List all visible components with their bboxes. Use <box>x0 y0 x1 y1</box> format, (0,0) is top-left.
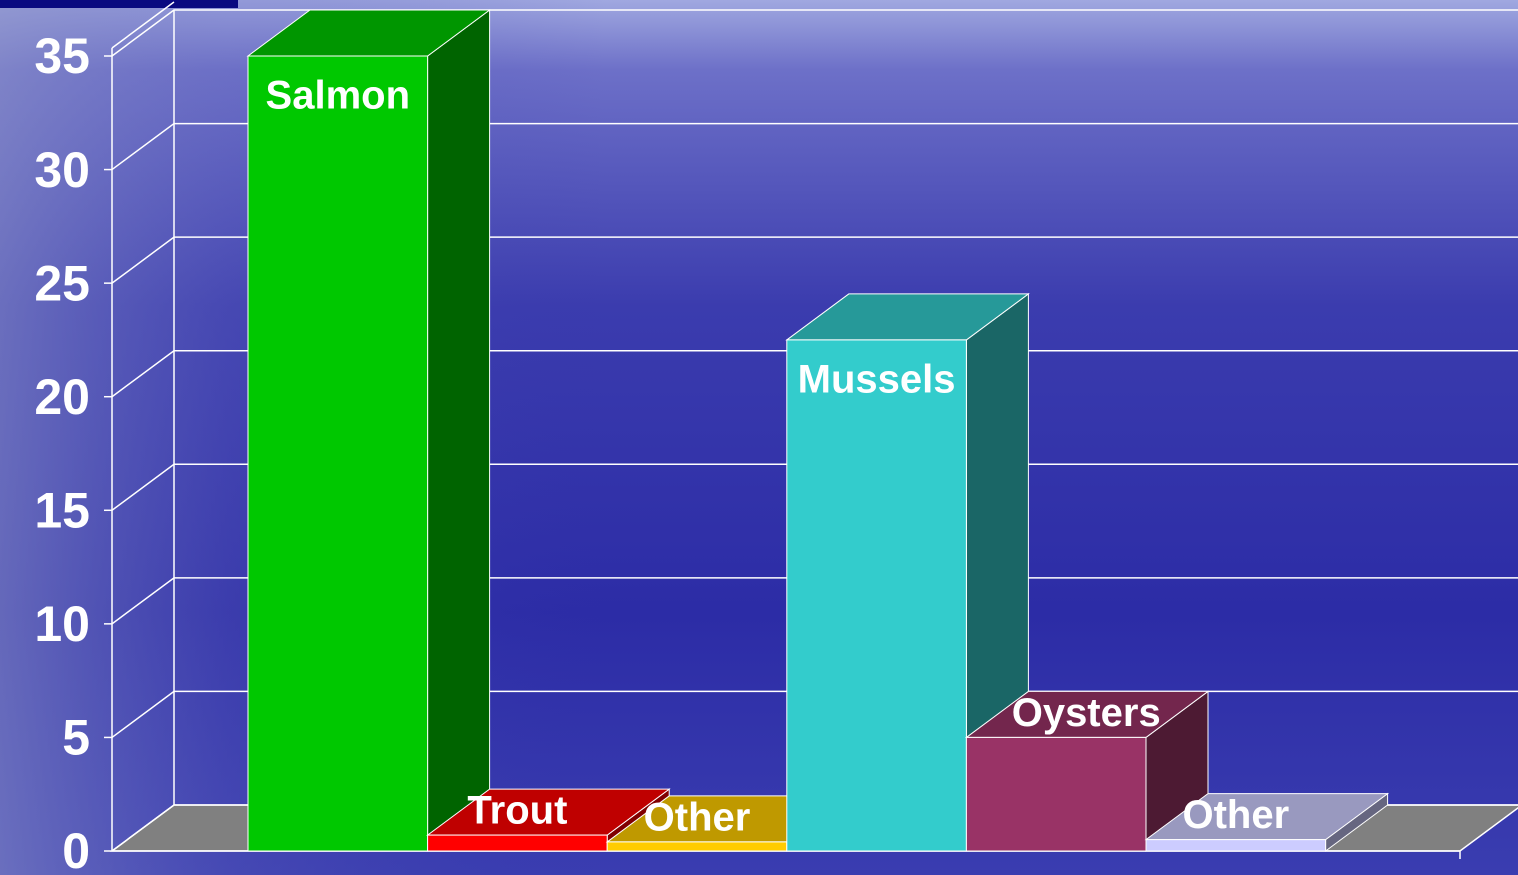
background-light <box>0 0 1518 875</box>
chart: 0 5 10 15 20 25 30 35 Salmon Trout Other Mussels Oys… <box>0 0 1518 875</box>
corner-bar <box>0 0 238 8</box>
bar-label: Other <box>644 795 751 839</box>
bar <box>1146 840 1326 851</box>
bar <box>428 835 608 851</box>
y-tick-label: 30 <box>34 142 90 198</box>
bar-label: Oysters <box>1012 691 1161 735</box>
y-tick-label: 0 <box>62 823 90 875</box>
bar-label: Salmon <box>266 74 410 118</box>
y-tick-label: 15 <box>34 482 90 538</box>
page: {"chart_data": {"type": "bar3d", "catego… <box>0 0 1518 875</box>
y-tick-label: 35 <box>34 28 90 84</box>
bar-label: Other <box>1182 793 1289 837</box>
bar <box>966 737 1146 851</box>
y-tick-label: 10 <box>34 596 90 652</box>
bar <box>787 340 967 851</box>
bar-label: Mussels <box>798 357 956 401</box>
y-tick-label: 25 <box>34 255 90 311</box>
bar-side <box>428 10 490 851</box>
y-tick-label: 20 <box>34 369 90 425</box>
bar-label: Trout <box>467 789 567 833</box>
bar <box>248 56 428 851</box>
y-tick-label: 5 <box>62 710 90 766</box>
bar <box>607 842 787 851</box>
